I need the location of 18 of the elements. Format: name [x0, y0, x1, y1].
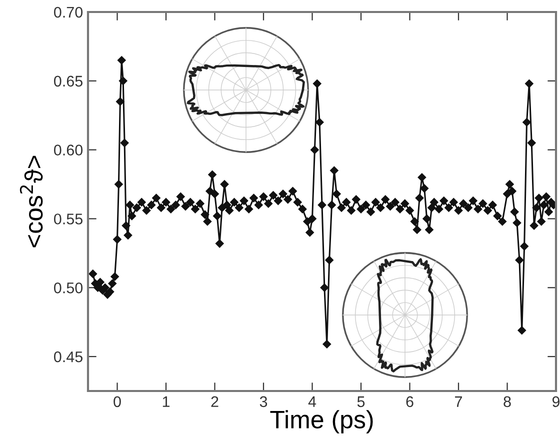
- x-tick-label: 1: [162, 396, 170, 407]
- y-tick-label: 0.60: [54, 144, 83, 156]
- x-tick-label: 0: [114, 396, 121, 408]
- x-tick-label: 8: [504, 396, 511, 408]
- x-tick-label: 5: [357, 396, 365, 408]
- y-tick-label: 0.50: [54, 282, 83, 294]
- y-tick-label: 0.45: [54, 351, 82, 362]
- x-tick-label: 7: [455, 396, 462, 407]
- x-tick-label: 3: [260, 396, 268, 408]
- x-tick-label: 2: [211, 396, 218, 407]
- y-tick-label: 0.55: [54, 214, 82, 224]
- x-tick-label: 6: [406, 396, 414, 408]
- y-tick-label: 0.65: [54, 76, 82, 87]
- x-axis-title: Time (ps): [270, 410, 373, 434]
- y-tick-label: 0.70: [54, 6, 83, 18]
- x-tick-label: 9: [552, 396, 560, 408]
- y-axis-title: <cos$^{2}$ϑ>: [20, 156, 43, 248]
- x-tick-label: 4: [308, 396, 316, 407]
